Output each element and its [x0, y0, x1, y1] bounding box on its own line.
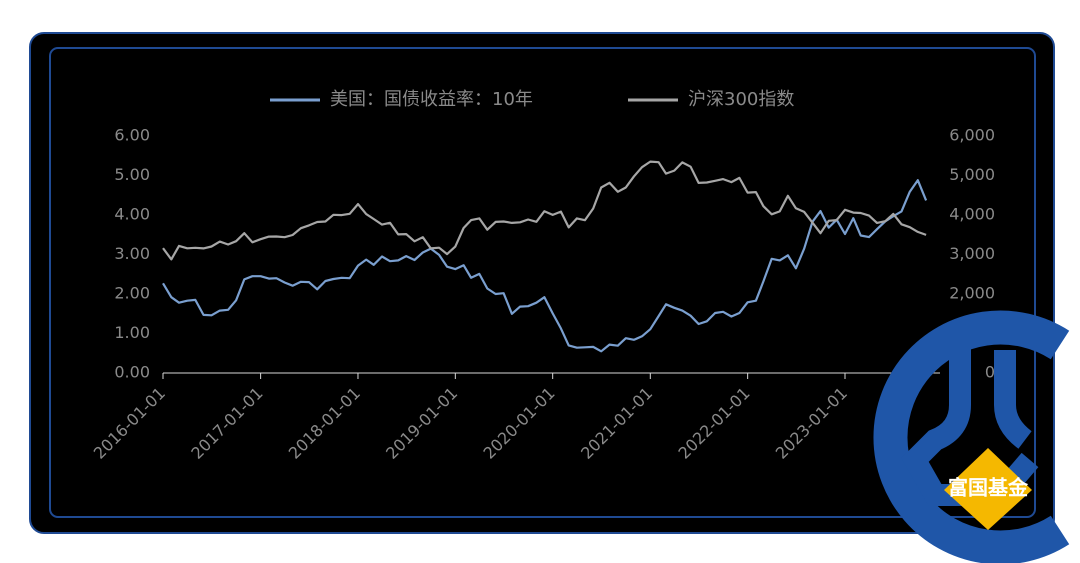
- y-tick-label: 2.00: [114, 284, 150, 303]
- logo-inner: [901, 348, 1039, 506]
- y-tick-label: 5.00: [114, 165, 150, 184]
- y2-tick-label: 6,000: [949, 126, 995, 145]
- series-line: [162, 179, 928, 353]
- logo-text: 富国基金: [948, 476, 1029, 500]
- y2-tick-label: 2,000: [949, 284, 995, 303]
- y-tick-label: 6.00: [114, 126, 150, 145]
- logo-inner-right: [994, 350, 1032, 449]
- inner-frame: [49, 47, 1036, 518]
- logo: 富国基金: [873, 310, 1070, 563]
- y-tick-label: 3.00: [114, 244, 150, 263]
- y2-tick-label: 3,000: [949, 244, 995, 263]
- y-tick-label: 4.00: [114, 205, 150, 224]
- y2-tick-label: 4,000: [949, 205, 995, 224]
- logo-diamond: [944, 448, 1032, 530]
- y2-tick-label: 0: [985, 363, 995, 382]
- y-tick-label: 1.00: [114, 323, 150, 342]
- y-tick-label: 0.00: [114, 363, 150, 382]
- series-line: [162, 160, 927, 261]
- legend-label: 沪深300指数: [688, 89, 794, 110]
- legend-label: 美国：国债收益率：10年: [330, 89, 533, 110]
- y2-tick-label: 5,000: [949, 165, 995, 184]
- logo-ring: [873, 310, 1070, 563]
